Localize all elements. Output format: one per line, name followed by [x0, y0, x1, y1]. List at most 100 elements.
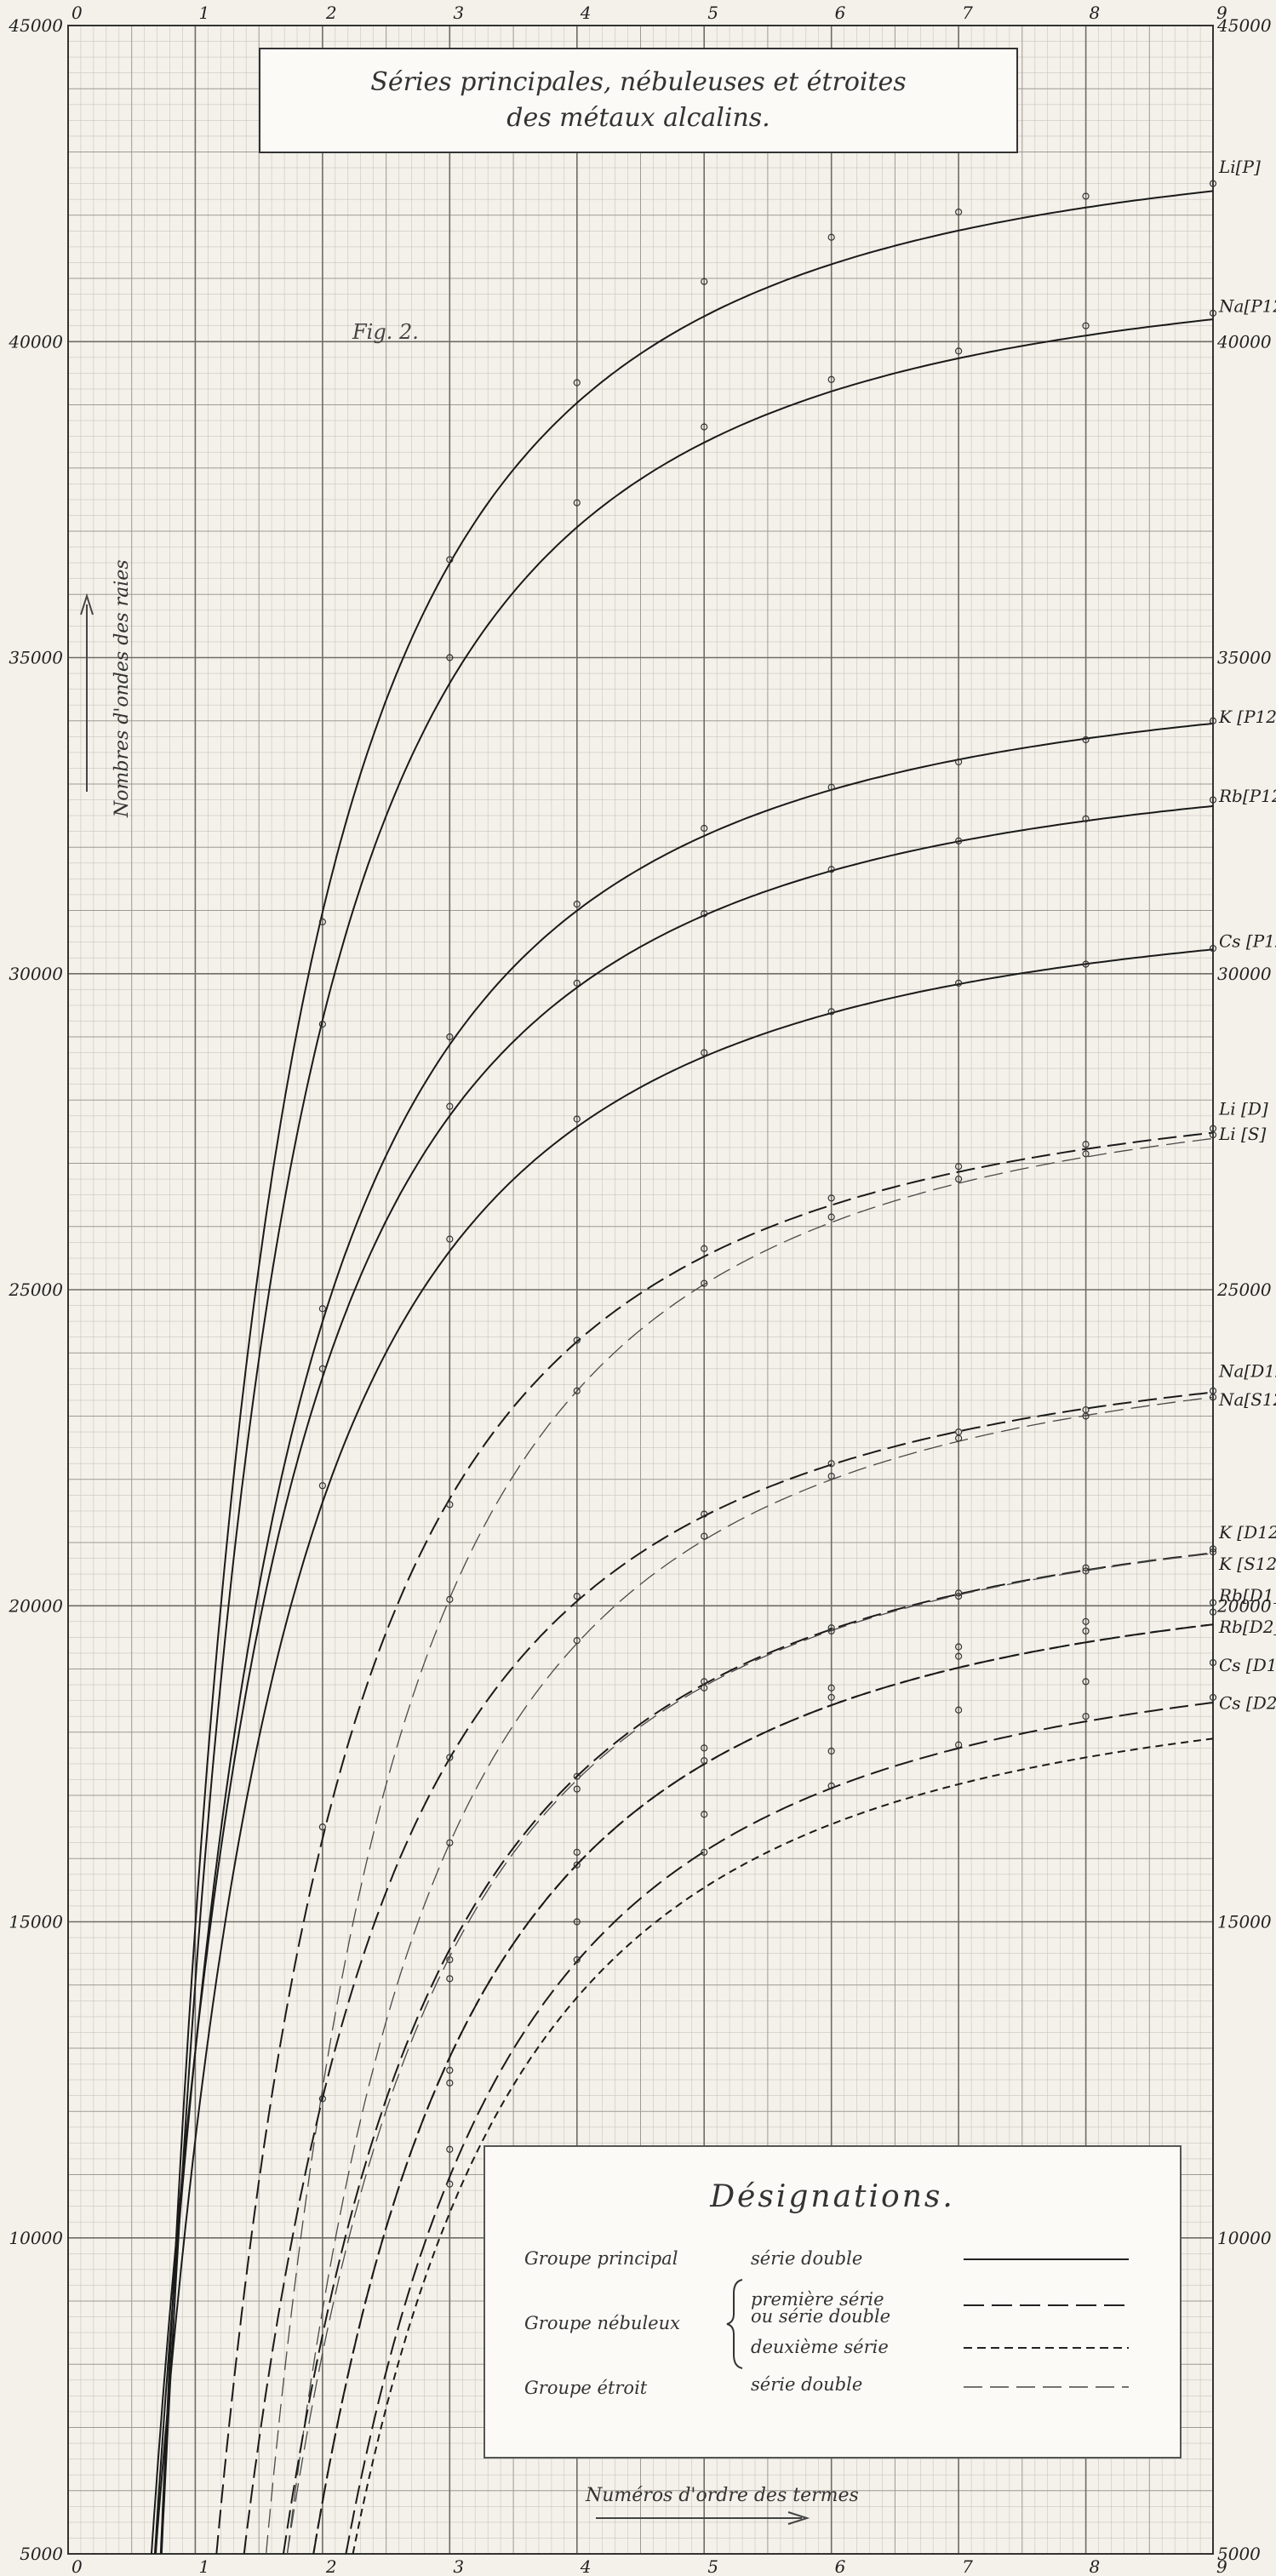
series-label: Na[P12] [1218, 295, 1276, 316]
data-point [573, 1955, 581, 1964]
data-point [1209, 1131, 1217, 1139]
data-point [701, 278, 708, 285]
data-point [955, 1652, 963, 1660]
data-point [701, 1848, 708, 1856]
data-point [827, 1472, 835, 1480]
data-point [1082, 1412, 1090, 1420]
data-point [701, 1757, 708, 1765]
data-point [955, 1163, 963, 1171]
data-point [827, 1693, 835, 1702]
data-point [827, 1194, 835, 1202]
data-point [955, 758, 963, 766]
legend-series-nebulous1-line2: ou série double [751, 2306, 891, 2327]
x-tick-label-top: 6 [835, 3, 846, 23]
data-point [446, 1501, 454, 1508]
data-point [446, 2180, 454, 2188]
data-point [701, 910, 708, 918]
series-label: Cs [D1] [1219, 1655, 1276, 1675]
data-point [573, 1848, 581, 1856]
figure-label: Fig. 2. [352, 320, 419, 344]
y-tick-label-left: 30000 [9, 964, 63, 984]
legend-series-sharp: série double [751, 2374, 863, 2395]
series-curve [159, 190, 1214, 2555]
data-point [955, 1741, 963, 1749]
data-point [1082, 1567, 1090, 1575]
y-tick-label-right: 35000 [1217, 648, 1272, 668]
chart-grid [67, 25, 1214, 2555]
legend-title: Désignations. [710, 2179, 955, 2214]
y-tick-label-right: 5000 [1217, 2544, 1261, 2564]
y-tick-label-right: 15000 [1217, 1912, 1272, 1932]
chart-title-box: Séries principales, nébuleuses et étroit… [259, 48, 1018, 153]
series-curve [286, 1553, 1214, 2555]
series-curve [243, 1391, 1214, 2555]
data-point [827, 1627, 835, 1635]
series-curve [345, 1702, 1214, 2555]
data-point [827, 1460, 835, 1468]
x-axis-label: Numéros d'ordre des termes [585, 2485, 859, 2506]
series-label: Cs [D2] [1219, 1692, 1276, 1713]
x-tick-label-bottom: 8 [1090, 2556, 1101, 2576]
data-point [1082, 815, 1090, 822]
data-point [701, 423, 708, 431]
series-curve [312, 1623, 1214, 2555]
x-tick-label-bottom: 3 [453, 2556, 464, 2576]
data-point [573, 1785, 581, 1793]
data-point [955, 979, 963, 987]
data-point [1209, 309, 1217, 317]
data-point [1209, 717, 1217, 724]
data-point [701, 1245, 708, 1252]
data-point [827, 1782, 835, 1789]
y-tick-label-right: 45000 [1216, 15, 1272, 36]
data-point [827, 783, 835, 791]
data-point [573, 1593, 581, 1600]
data-point [955, 837, 963, 844]
series-label: Li[P] [1218, 157, 1261, 177]
data-point [701, 1510, 708, 1518]
chart-labels: 0011223344556677889950001000015000200002… [8, 3, 1276, 2576]
series-label: Li [S] [1218, 1124, 1267, 1144]
chart-series [150, 180, 1217, 2555]
data-point [573, 379, 581, 386]
x-tick-label-bottom: 2 [325, 2556, 337, 2576]
data-point [955, 1643, 963, 1651]
legend-group-nebulous: Groupe nébuleux [524, 2313, 680, 2333]
y-tick-label-left: 40000 [8, 331, 63, 352]
series-label: K [S12] [1218, 1554, 1276, 1574]
data-point [701, 1049, 708, 1056]
y-tick-label-left: 35000 [9, 648, 63, 668]
data-point [1082, 960, 1090, 968]
data-point [573, 1918, 581, 1926]
y-tick-label-left: 5000 [20, 2544, 63, 2564]
series-curve [150, 804, 1214, 2555]
data-point [573, 979, 581, 987]
series-curve [160, 318, 1214, 2555]
x-tick-label-bottom: 6 [835, 2556, 846, 2576]
data-point [1082, 1150, 1090, 1158]
data-point [446, 2145, 454, 2153]
series-label: Na[S12] [1218, 1389, 1276, 1410]
data-point [573, 1636, 581, 1645]
data-point [955, 347, 963, 355]
data-point [827, 375, 835, 383]
y-tick-label-right: 30000 [1217, 964, 1272, 984]
y-tick-label-left: 20000 [8, 1595, 63, 1616]
series-label: Na[D12] [1218, 1361, 1276, 1382]
data-point [1209, 1599, 1217, 1606]
data-point [446, 1975, 454, 1983]
x-tick-label-top: 3 [453, 3, 464, 23]
x-tick-label-bottom: 0 [72, 2556, 83, 2576]
series-label: Li [D] [1218, 1098, 1268, 1119]
data-point [318, 1823, 326, 1831]
data-point [446, 1595, 454, 1603]
legend-box: Désignations. Groupe principal série dou… [484, 2145, 1182, 2459]
data-point [701, 1279, 708, 1287]
y-tick-label-left: 15000 [9, 1912, 63, 1932]
x-tick-label-bottom: 1 [198, 2556, 209, 2576]
data-point [446, 2079, 454, 2087]
y-tick-label-left: 10000 [9, 2228, 63, 2248]
data-point [1209, 180, 1217, 187]
data-point [1082, 1713, 1090, 1720]
data-point [955, 1434, 963, 1442]
